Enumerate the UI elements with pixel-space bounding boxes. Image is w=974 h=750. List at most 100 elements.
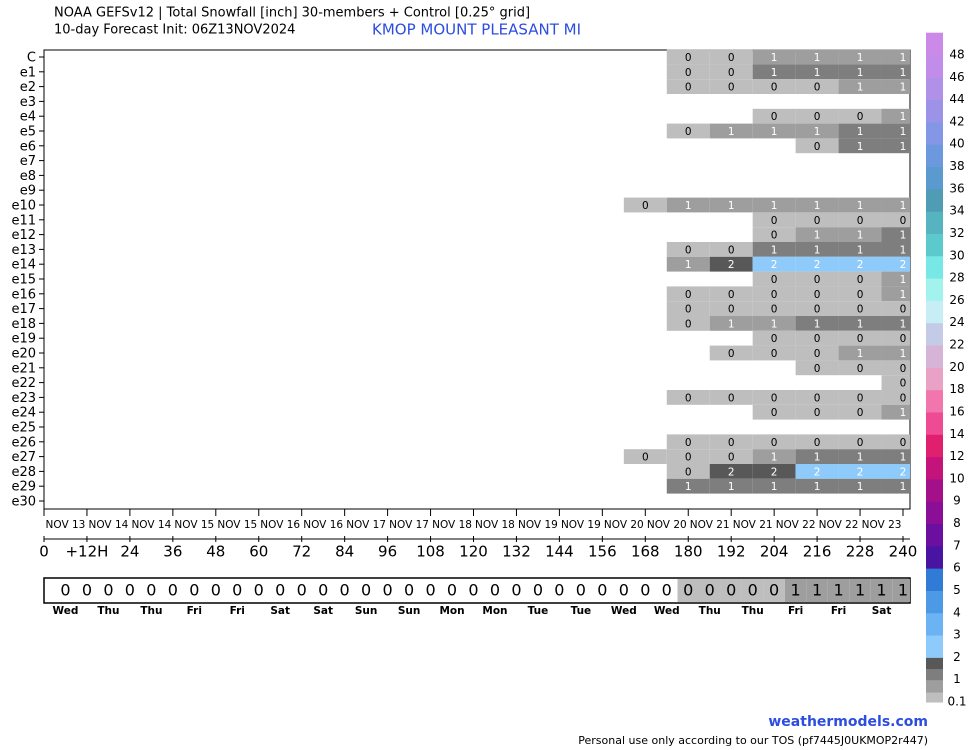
strip-label: 0 — [189, 581, 199, 600]
cell-label: 0 — [857, 363, 864, 375]
cell — [752, 390, 796, 405]
cell-label: 1 — [771, 52, 778, 64]
strip-label: 0 — [275, 581, 285, 600]
cell — [881, 404, 910, 420]
strip-cell — [870, 579, 893, 602]
strip-cell — [892, 579, 910, 602]
day-label: Wed — [53, 605, 79, 617]
colorbar-label: 16 — [949, 404, 964, 418]
row-label: e6 — [20, 139, 36, 154]
cell-label: 1 — [857, 318, 864, 330]
cell — [795, 301, 839, 316]
strip-label: 0 — [597, 581, 607, 600]
cell — [666, 449, 710, 464]
cell-label: 1 — [900, 348, 907, 360]
cell — [838, 212, 882, 228]
cell — [838, 242, 882, 257]
strip-label: 1 — [791, 581, 801, 600]
date-label: NOV 22 — [776, 519, 816, 531]
strip-cell — [140, 579, 163, 602]
colorbar-label: 18 — [949, 382, 964, 396]
cell-label: 0 — [728, 67, 735, 79]
strip-label: 0 — [232, 581, 242, 600]
row-label: e24 — [11, 406, 36, 421]
cell — [795, 212, 839, 228]
cell — [752, 316, 796, 331]
colorbar-label: 44 — [949, 92, 964, 106]
cell — [623, 197, 667, 213]
colorbar-label: 34 — [949, 204, 964, 218]
cell — [623, 449, 667, 464]
cell-label: 1 — [728, 126, 735, 138]
cell — [838, 330, 882, 346]
row-label: e11 — [11, 213, 36, 228]
colorbar-label: 14 — [949, 427, 964, 441]
cell — [881, 345, 910, 361]
day-label: Thu — [140, 605, 162, 617]
colorbar-segment — [926, 322, 943, 346]
day-label: Fri — [831, 605, 846, 617]
cell-label: 0 — [728, 452, 735, 464]
cell-label: 1 — [857, 244, 864, 256]
strip-label: 0 — [425, 581, 435, 600]
cell-label: 1 — [814, 52, 821, 64]
cell — [666, 123, 710, 139]
cell — [838, 449, 882, 464]
strip-cell — [849, 579, 871, 602]
row-label: e5 — [20, 125, 36, 140]
cell — [709, 464, 753, 479]
cell — [838, 227, 882, 242]
cell-label: 1 — [728, 481, 735, 493]
cell-label: 1 — [857, 452, 864, 464]
colorbar-segment — [926, 501, 943, 525]
x-tick-label: 96 — [378, 543, 397, 561]
cell — [795, 123, 839, 139]
cell-label: 0 — [857, 289, 864, 301]
cell — [709, 301, 753, 316]
colorbar-segment — [926, 590, 943, 614]
row-label: e27 — [11, 450, 36, 465]
cell-label: 2 — [857, 259, 864, 271]
cell — [881, 227, 910, 242]
row-label: C — [27, 51, 36, 66]
cell-label: 2 — [900, 259, 907, 271]
cell-label: 2 — [771, 259, 778, 271]
x-tick-label: 180 — [674, 543, 703, 561]
colorbar-segment — [926, 568, 943, 591]
colorbar-segment — [926, 668, 943, 681]
colorbar-label: 8 — [953, 516, 961, 530]
cell-label: 0 — [685, 392, 692, 404]
day-label: Sat — [270, 605, 290, 617]
cell — [752, 345, 796, 361]
strip-cell — [527, 579, 549, 602]
cell-label: 0 — [771, 111, 778, 123]
cell — [666, 464, 710, 479]
cell-label: 0 — [685, 318, 692, 330]
cell-label: 0 — [771, 392, 778, 404]
cell-label: 0 — [857, 215, 864, 227]
x-tick-label: +12H — [65, 543, 108, 561]
cell — [838, 478, 882, 494]
row-label: e18 — [11, 317, 36, 332]
row-label: e13 — [11, 243, 36, 258]
cell-label: 0 — [857, 437, 864, 449]
colorbar-label: 12 — [949, 449, 964, 463]
colorbar-segment — [926, 300, 943, 324]
cell-label: 1 — [771, 200, 778, 212]
cell-label: 1 — [814, 481, 821, 493]
cell-label: 0 — [728, 82, 735, 94]
strip-cell — [312, 579, 334, 602]
colorbar-label: 30 — [949, 248, 964, 262]
row-label: e16 — [11, 287, 36, 302]
colorbar-segment — [926, 55, 943, 78]
strip-cell — [76, 579, 98, 602]
cell-label: 0 — [728, 437, 735, 449]
cell-label: 2 — [900, 466, 907, 478]
day-label: Fri — [230, 605, 245, 617]
cell — [838, 434, 882, 450]
cell — [881, 108, 910, 124]
date-label: NOV 21 — [733, 519, 773, 531]
strip-cell — [333, 579, 356, 602]
cell-label: 1 — [814, 244, 821, 256]
cell — [795, 271, 839, 287]
